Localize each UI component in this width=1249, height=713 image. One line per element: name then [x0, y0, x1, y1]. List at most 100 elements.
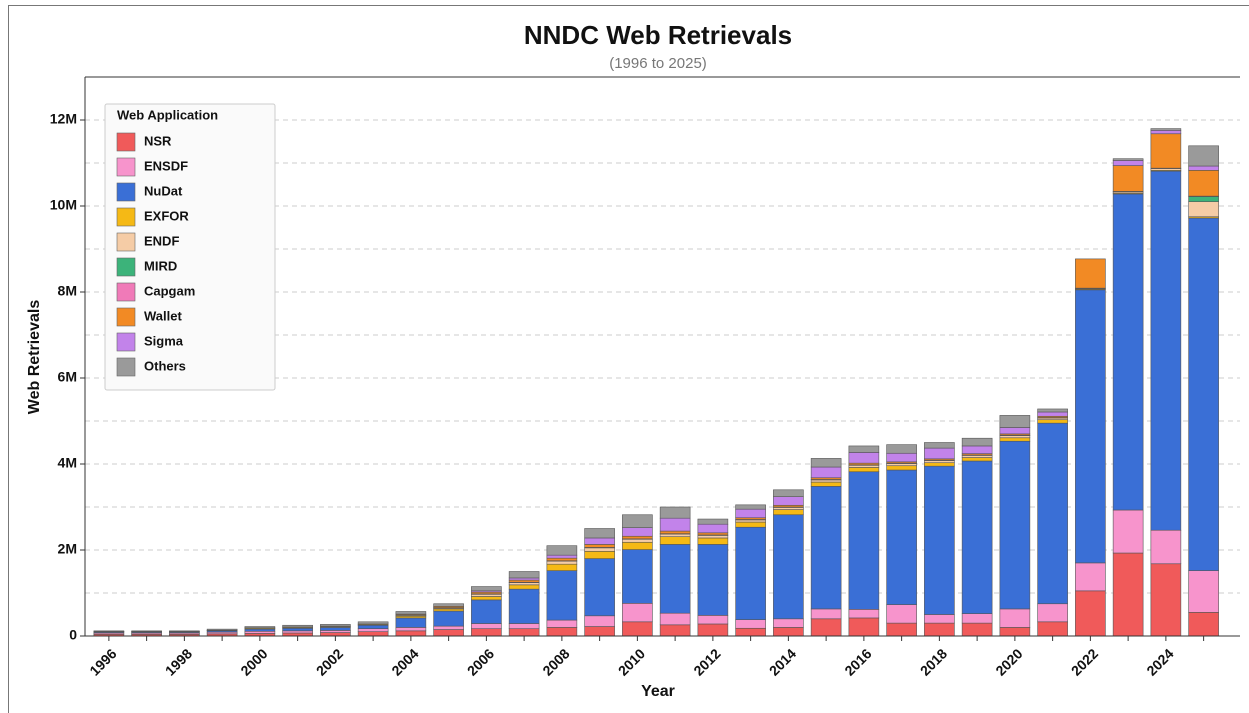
y-tick-label: 12M: [50, 111, 77, 127]
x-tick-label: 1998: [162, 645, 195, 678]
bar-segment: [999, 627, 1031, 637]
bar-segment: [169, 630, 200, 632]
bar-segment: [773, 507, 804, 510]
bar-segment: [433, 610, 464, 627]
bar-segment: [735, 526, 766, 620]
legend-swatch: [116, 232, 136, 252]
bar-segment: [244, 626, 276, 629]
x-tick-label: 2014: [766, 645, 799, 678]
bar-segment: [282, 627, 313, 632]
bar-segment: [924, 622, 955, 637]
bar-segment: [924, 465, 955, 615]
bar-segment: [395, 630, 427, 637]
bar-segment: [1037, 603, 1068, 623]
bar-segment: [697, 544, 729, 616]
bar-segment: [735, 619, 766, 629]
bar-segment: [924, 614, 955, 624]
legend-label: Others: [144, 358, 186, 373]
bar-segment: [735, 627, 766, 637]
bar-segment: [735, 521, 766, 528]
bar-segment: [1075, 258, 1106, 289]
bar-segment: [1037, 422, 1068, 605]
bar-segment: [848, 464, 880, 468]
bar-segment: [471, 628, 502, 637]
bar-segment: [508, 582, 540, 586]
bar-segment: [395, 627, 427, 632]
bar-segment: [320, 627, 351, 631]
bar-segment: [1150, 133, 1182, 169]
bar-segment: [1188, 570, 1219, 613]
x-tick-label: 2008: [539, 645, 572, 678]
x-tick-label: 2018: [917, 645, 950, 678]
bar-segment: [886, 452, 917, 463]
bar-segment: [1150, 170, 1182, 531]
y-tick-label: 4M: [58, 455, 77, 471]
bar-segment: [206, 628, 238, 631]
bar-segment: [961, 445, 993, 454]
bar-segment: [773, 627, 804, 637]
bar-segment: [924, 460, 955, 464]
legend-label: NuDat: [144, 183, 183, 198]
bar-segment: [433, 629, 464, 637]
bar-segment: [735, 519, 766, 523]
y-tick-label: 0: [69, 627, 77, 643]
bar-segment: [659, 530, 691, 534]
x-tick-label: 2010: [615, 645, 648, 678]
bar-segment: [546, 560, 578, 565]
bar-segment: [999, 415, 1031, 428]
bar-segment: [622, 541, 653, 550]
bar-segment: [93, 630, 125, 632]
bar-segment: [357, 631, 389, 637]
bar-segment: [886, 444, 917, 454]
bar-segment: [659, 544, 691, 614]
bar-segment: [508, 588, 540, 624]
bar-segment: [810, 608, 842, 620]
bar-segment: [999, 435, 1031, 439]
bar-segment: [282, 624, 313, 628]
bar-segment: [546, 554, 578, 559]
bar-segment: [961, 613, 993, 624]
y-tick-label: 8M: [58, 283, 77, 299]
bar-segment: [584, 558, 615, 617]
frame: [8, 5, 1249, 713]
x-tick-label: 2002: [313, 645, 346, 678]
bar-segment: [848, 452, 880, 464]
bar-segment: [697, 532, 729, 536]
bar-segment: [471, 623, 502, 629]
bar-segment: [1112, 509, 1144, 554]
legend-label: Capgam: [144, 283, 195, 298]
bar-segment: [433, 625, 464, 630]
legend-label: ENDF: [144, 233, 179, 248]
bar-segment: [1075, 590, 1106, 637]
legend-title: Web Application: [117, 107, 218, 122]
bar-segment: [773, 489, 804, 497]
bar-segment: [1188, 201, 1219, 218]
legend-swatch: [116, 182, 136, 202]
bar-segment: [1037, 419, 1068, 424]
legend-swatch: [116, 332, 136, 352]
legend-swatch: [116, 132, 136, 152]
bar-segment: [1037, 411, 1068, 417]
bar-segment: [999, 437, 1031, 442]
x-tick-label: 2006: [464, 645, 497, 678]
bar-segment: [659, 533, 691, 537]
x-tick-label: 2012: [690, 645, 723, 678]
bar-segment: [433, 608, 464, 612]
bar-segment: [546, 563, 578, 571]
legend-label: NSR: [144, 133, 172, 148]
bar-segment: [659, 536, 691, 545]
bar-segment: [886, 604, 917, 624]
bar-segment: [508, 577, 540, 581]
bar-segment: [697, 537, 729, 545]
bar-segment: [508, 579, 540, 583]
bar-segment: [924, 462, 955, 467]
bar-segment: [999, 427, 1031, 435]
bar-segment: [773, 618, 804, 628]
bar-segment: [1150, 130, 1182, 135]
bar-segment: [584, 550, 615, 559]
bar-segment: [810, 458, 842, 468]
bar-segment: [848, 609, 880, 619]
bar-segment: [886, 463, 917, 467]
bar-segment: [810, 486, 842, 610]
bar-segment: [622, 549, 653, 604]
